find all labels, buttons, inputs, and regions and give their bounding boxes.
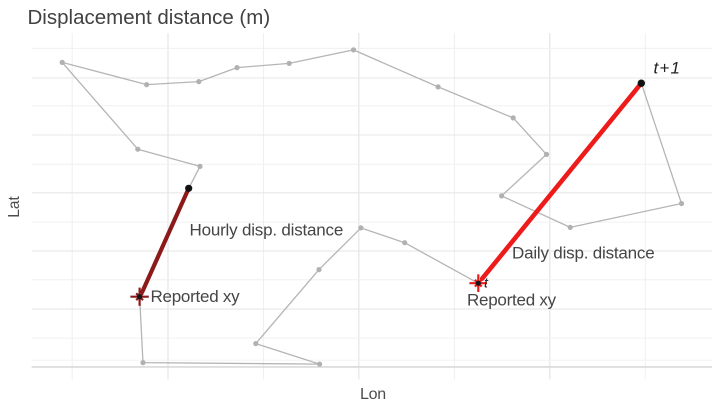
svg-text:Displacement distance (m): Displacement distance (m): [28, 6, 271, 29]
svg-text:Daily disp. distance: Daily disp. distance: [512, 244, 654, 263]
svg-text:Lon: Lon: [360, 386, 386, 403]
svg-text:Reported xy: Reported xy: [467, 291, 557, 310]
svg-text:t: t: [484, 275, 489, 291]
svg-text:Hourly disp. distance: Hourly disp. distance: [190, 221, 344, 240]
svg-text:Lat: Lat: [6, 196, 23, 218]
svg-text:Reported xy: Reported xy: [151, 287, 241, 306]
svg-text:t+1: t+1: [654, 59, 682, 78]
